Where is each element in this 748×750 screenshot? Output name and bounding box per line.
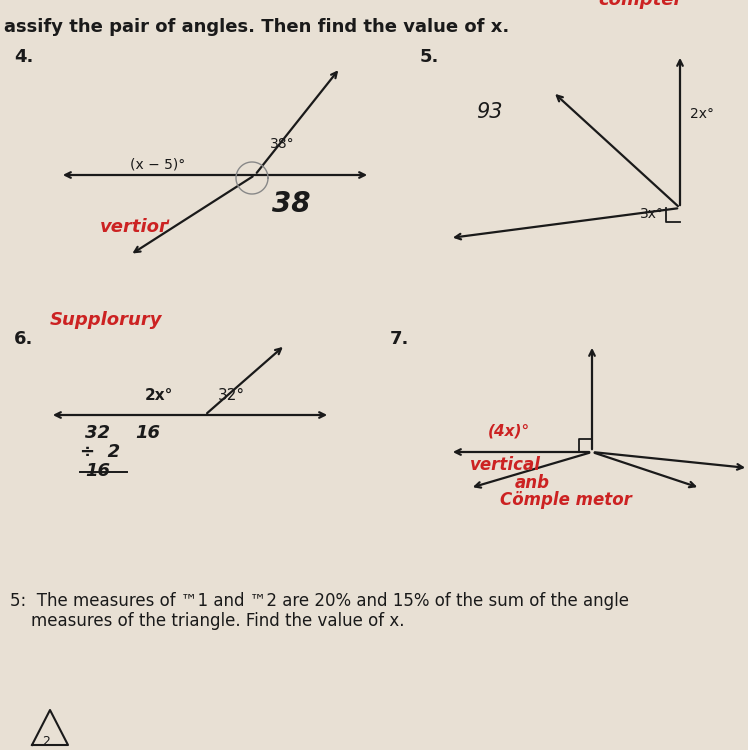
Text: 16: 16 [85, 462, 110, 480]
Text: 4.: 4. [14, 48, 34, 66]
Text: 32°: 32° [218, 388, 245, 403]
Text: 16: 16 [135, 424, 160, 442]
Text: 32: 32 [85, 424, 110, 442]
Text: 2x°: 2x° [690, 107, 714, 121]
Text: vertioґ: vertioґ [100, 218, 169, 236]
Text: Supplorury: Supplorury [50, 311, 162, 329]
Text: 7.: 7. [390, 330, 409, 348]
Text: (x − 5)°: (x − 5)° [130, 157, 186, 171]
Text: 38°: 38° [270, 137, 295, 151]
Text: ÷  2: ÷ 2 [80, 443, 120, 461]
Text: assify the pair of angles. Then find the value of x.: assify the pair of angles. Then find the… [4, 18, 509, 36]
Text: 2: 2 [42, 735, 50, 748]
Text: measures of the triangle. Find the value of x.: measures of the triangle. Find the value… [10, 612, 405, 630]
Text: cömpter: cömpter [598, 0, 682, 9]
Text: 5.: 5. [420, 48, 439, 66]
Text: (4x)°: (4x)° [488, 423, 530, 438]
Text: 5:  The measures of ™1 and ™2 are 20% and 15% of the sum of the angle: 5: The measures of ™1 and ™2 are 20% and… [10, 592, 629, 610]
Text: 93: 93 [476, 102, 503, 122]
Text: Cömple metor: Cömple metor [500, 491, 632, 509]
Text: 6.: 6. [14, 330, 34, 348]
Text: 3x°: 3x° [640, 207, 664, 221]
Text: 38: 38 [272, 190, 310, 218]
Text: vertical: vertical [470, 456, 541, 474]
Text: 2x°: 2x° [145, 388, 174, 403]
Text: anb: anb [515, 474, 550, 492]
